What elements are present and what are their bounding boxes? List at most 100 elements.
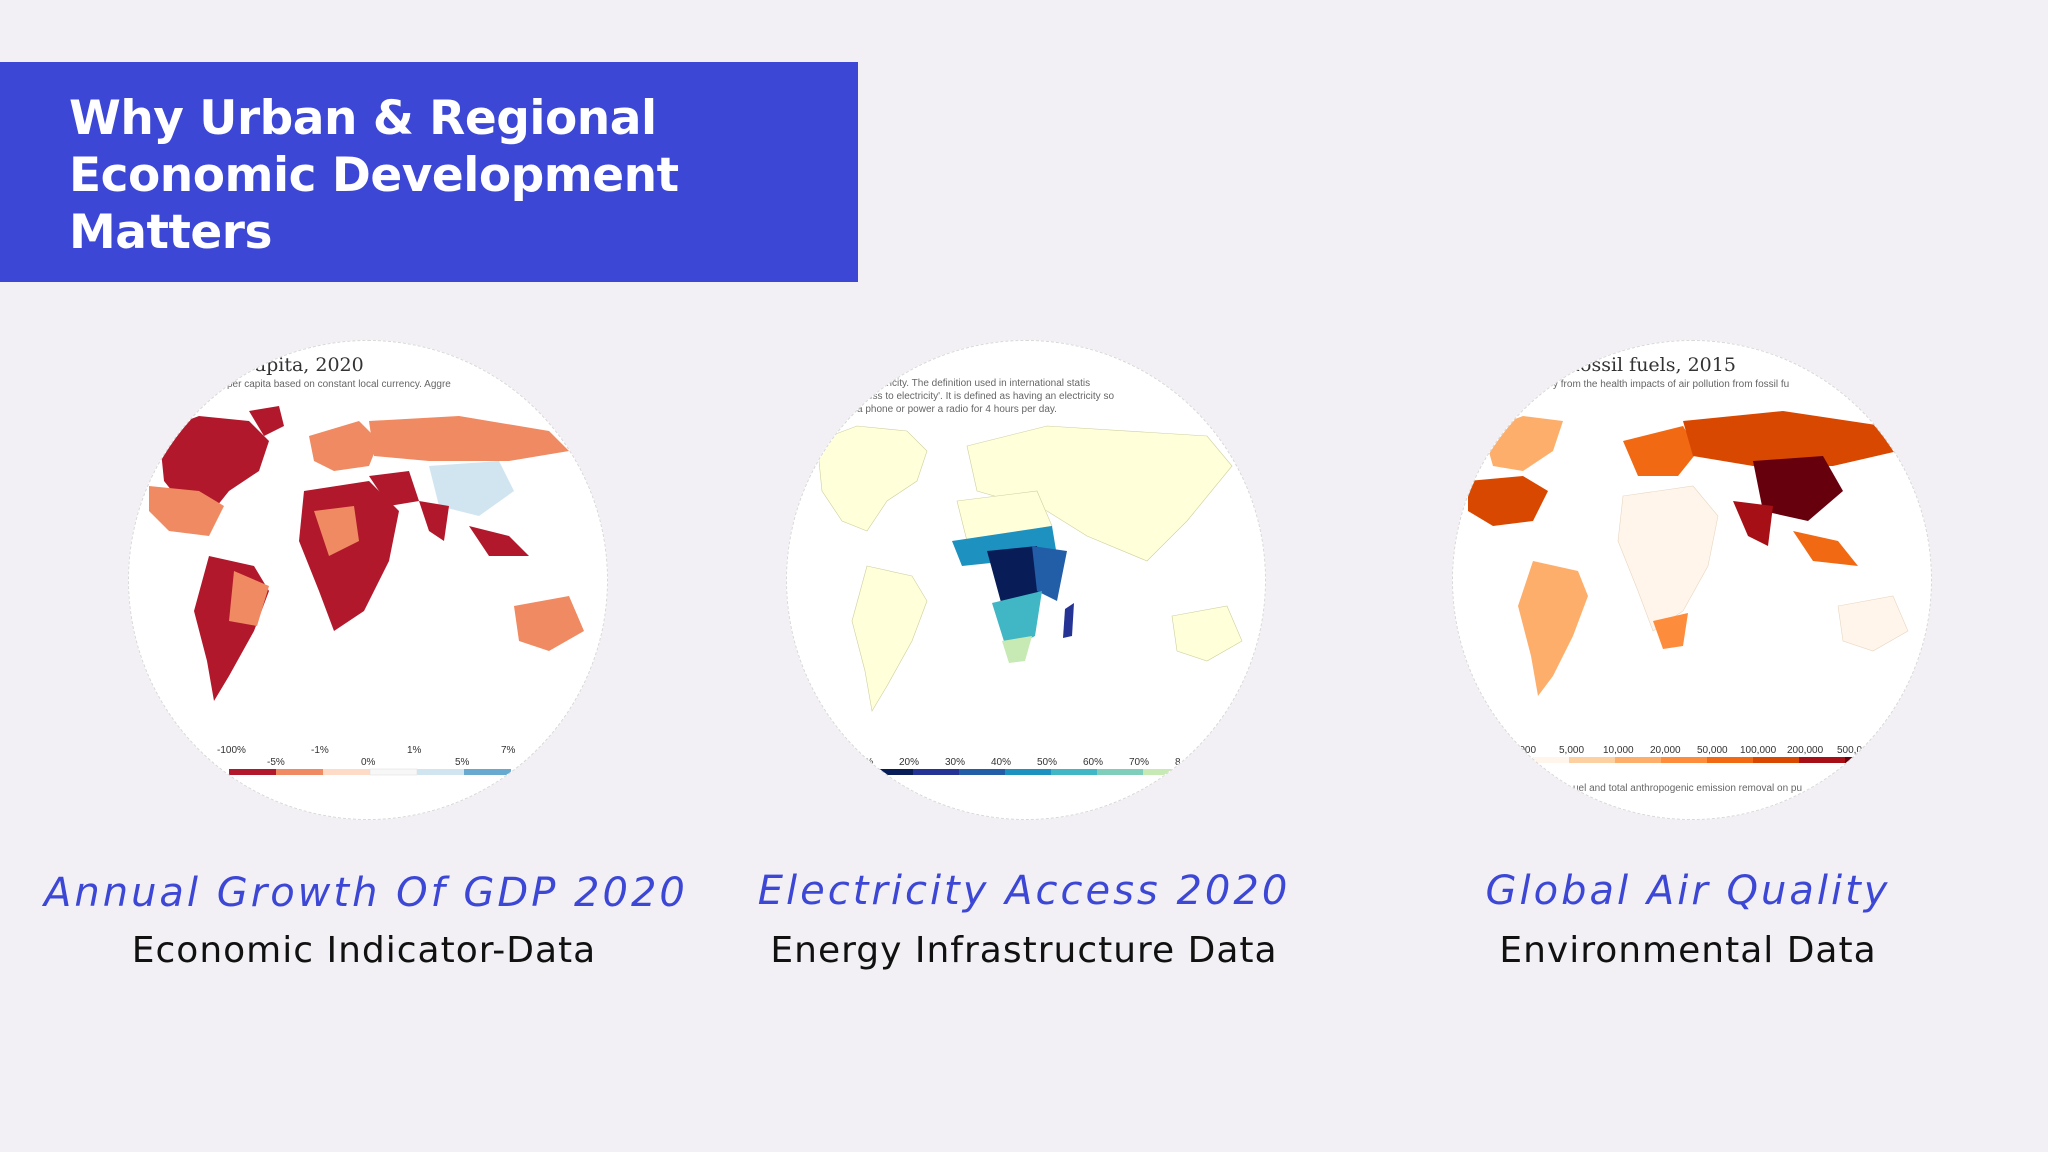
electricity-map-circle: o electricity. The definition used in in… [786,340,1266,820]
map-usa [149,486,224,536]
gdp-legend-swatch-4 [417,769,464,775]
air-quality-legend-3: 20,000 [1650,745,1681,756]
gdp-map-heading: r capita, 2020 [229,354,364,376]
electricity-legend-0: 0% [859,757,874,768]
air-quality-swatch-1 [1569,757,1615,763]
electricity-legend-5: 60% [1083,757,1103,768]
electricity-swatch-5 [1097,769,1143,775]
electricity-note-3: a phone or power a radio for 4 hours per… [857,404,1057,415]
gdp-legend-upper-0: -100% [217,745,246,756]
title-banner: Why Urban & Regional Economic Developmen… [0,62,858,282]
map-australia [1171,605,1243,662]
gdp-legend: -100% -1% 1% 7% ta -5% 0% 5% [201,745,516,776]
electricity-swatch-4 [1051,769,1097,775]
gdp-legend-lower-2: 5% [455,757,470,768]
gdp-legend-lower-1: 0% [361,757,376,768]
map-china [1753,456,1843,521]
electricity-card-title: Electricity Access 2020 [757,868,1291,914]
air-quality-world-map: fossil fuels, 2015 y from the health imp… [1468,354,1909,794]
air-quality-swatch-2 [1615,757,1661,763]
electricity-swatch-1 [913,769,959,775]
page-title-line-3: Matters [69,205,272,260]
map-south-america [194,556,269,701]
electricity-legend-7: 8 [1175,757,1181,768]
air-quality-swatch-3 [1661,757,1707,763]
air-quality-card-title: Global Air Quality [1485,868,1891,914]
map-middle-east [369,471,419,506]
gdp-legend-upper-3: 7% [501,745,516,756]
electricity-swatch-6 [1143,769,1189,775]
electricity-swatch-2 [959,769,1005,775]
map-africa-mid [314,506,359,556]
map-africa-central [987,546,1042,606]
air-quality-legend-6: 200,000 [1787,745,1824,756]
map-south-africa [1653,613,1688,649]
gdp-legend-swatch-1 [276,769,323,775]
air-quality-map-heading: fossil fuels, 2015 [1573,354,1736,376]
gdp-legend-lower-0: -5% [267,757,285,768]
electricity-swatch-3 [1005,769,1051,775]
electricity-legend-4: 50% [1037,757,1057,768]
map-usa [1468,476,1548,526]
air-quality-legend-4: 50,000 [1697,745,1728,756]
gdp-map-circle: r capita, 2020 per capita based on const… [128,340,608,820]
gdp-legend-edge: ta [201,757,210,768]
map-india [1733,501,1773,546]
map-africa [299,481,399,631]
map-australia [514,596,584,651]
air-quality-map-note: y from the health impacts of air polluti… [1553,379,1789,390]
map-india [419,501,449,541]
card-electricity-access: o electricity. The definition used in in… [704,340,1344,980]
map-australia [1837,595,1909,652]
map-europe [1623,426,1698,476]
gdp-legend-upper-2: 1% [407,745,422,756]
air-quality-legend: 2,000 5,000 10,000 20,000 50,000 100,000… [1511,745,1865,794]
air-quality-card-subtitle: Environmental Data [1499,930,1877,971]
electricity-swatch-0 [867,769,913,775]
map-madagascar [1063,603,1074,638]
map-brazil [229,571,269,626]
page-title-line-1: Why Urban & Regional [69,91,657,146]
map-south-america [851,565,928,712]
map-africa-east [1032,546,1067,601]
gdp-legend-swatch-5 [464,769,511,775]
electricity-legend-1: 20% [899,757,919,768]
air-quality-swatch-6 [1799,757,1845,763]
gdp-legend-swatch-3 [369,768,418,776]
gdp-card-subtitle: Economic Indicator-Data [131,930,597,971]
page-title-line-2: Economic Development [69,148,679,203]
map-north-america [816,425,928,532]
map-china [429,461,514,516]
air-quality-swatch-4 [1707,757,1753,763]
map-south-africa [1002,636,1032,663]
gdp-legend-swatch-0 [229,769,276,775]
gdp-legend-swatch-2 [323,769,370,775]
map-se-asia [469,526,529,556]
electricity-card-subtitle: Energy Infrastructure Data [770,930,1278,971]
air-quality-legend-1: 5,000 [1559,745,1584,756]
gdp-legend-upper-1: -1% [311,745,329,756]
air-quality-legend-0: 2,000 [1511,745,1536,756]
electricity-legend-2: 30% [945,757,965,768]
gdp-card-title: Annual Growth Of GDP 2020 [44,870,688,916]
air-quality-legend-7: 500,0 [1837,745,1862,756]
air-quality-swatch-5 [1753,757,1799,763]
electricity-legend-3: 40% [991,757,1011,768]
electricity-legend: 0% 20% 30% 40% 50% 60% 70% 8 [859,757,1189,775]
map-africa-south [992,591,1042,651]
air-quality-swatch-0 [1523,757,1569,763]
map-north-america [1483,416,1563,471]
air-quality-swatch-7 [1845,757,1865,763]
card-air-quality: fossil fuels, 2015 y from the health imp… [1368,340,2008,980]
card-gdp-growth: r capita, 2020 per capita based on const… [44,340,688,980]
gdp-world-map: r capita, 2020 per capita based on const… [149,354,584,776]
electricity-legend-6: 70% [1129,757,1149,768]
electricity-world-map: o electricity. The definition used in in… [816,378,1243,775]
electricity-note-2: ccess to electricity'. It is defined as … [857,391,1114,402]
air-quality-footer-note: uel and total anthropogenic emission rem… [1573,783,1802,794]
electricity-note-1: o electricity. The definition used in in… [857,378,1090,389]
map-africa [1617,485,1719,632]
map-europe [309,421,379,471]
gdp-map-note: per capita based on constant local curre… [227,379,451,390]
map-russia [369,416,569,461]
